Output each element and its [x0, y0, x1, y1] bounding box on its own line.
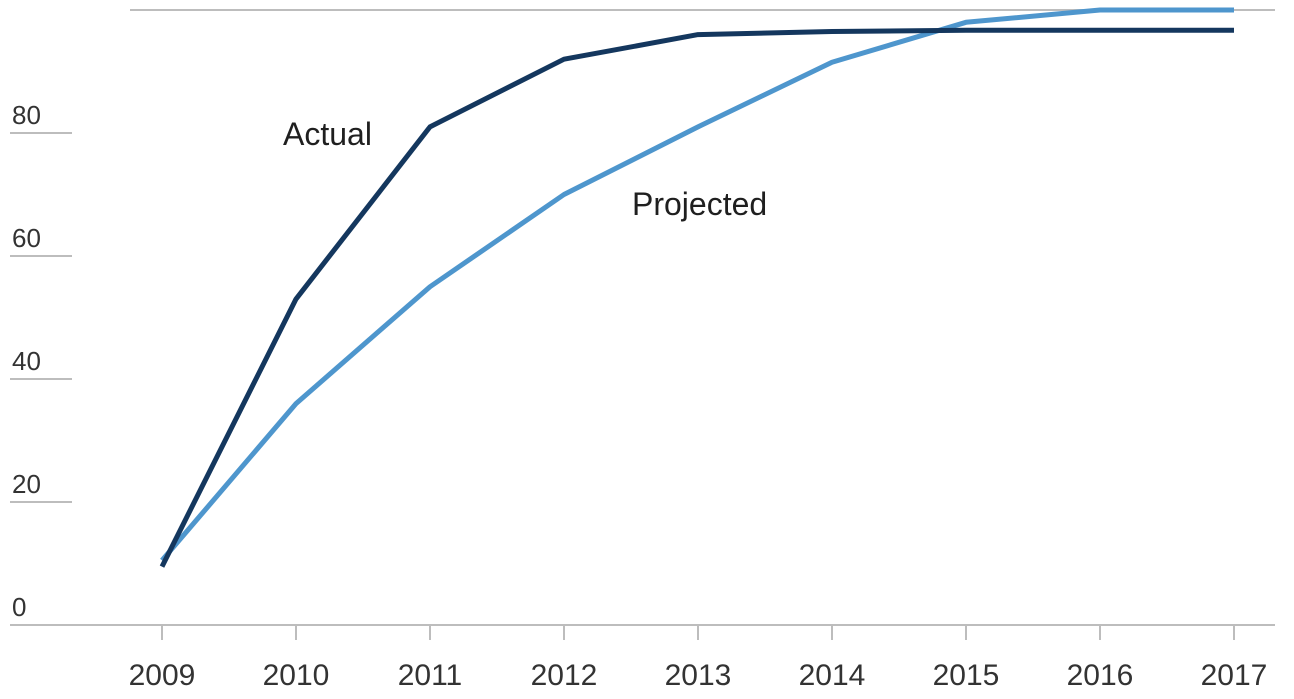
x-tick-label: 2013: [665, 659, 732, 692]
x-tick-label: 2015: [933, 659, 1000, 692]
y-tick-label: 80: [12, 100, 41, 130]
series-label-actual: Actual: [283, 116, 372, 152]
x-tick-label: 2009: [129, 659, 196, 692]
labels-layer: Actual Projected: [283, 116, 767, 222]
axes-layer: 0 20 40 60 80 2009 2010 2011 2012 2013 2014 2015 201…: [10, 9, 1275, 692]
series-line-projected: [160, 7, 1234, 563]
x-tick-label: 2014: [799, 659, 866, 692]
y-tick-label: 20: [12, 469, 41, 499]
series-line-actual: [159, 27, 1234, 568]
y-tick-label: 0: [12, 592, 26, 622]
series-label-projected: Projected: [632, 186, 767, 222]
y-tick-label: 40: [12, 346, 41, 376]
series-layer: [159, 7, 1234, 568]
y-tick-label: 60: [12, 223, 41, 253]
x-tick-label: 2017: [1201, 659, 1268, 692]
x-tick-label: 2010: [263, 659, 330, 692]
x-tick-label: 2012: [531, 659, 598, 692]
x-tick-label: 2016: [1067, 659, 1134, 692]
x-tick-label: 2011: [398, 659, 463, 692]
